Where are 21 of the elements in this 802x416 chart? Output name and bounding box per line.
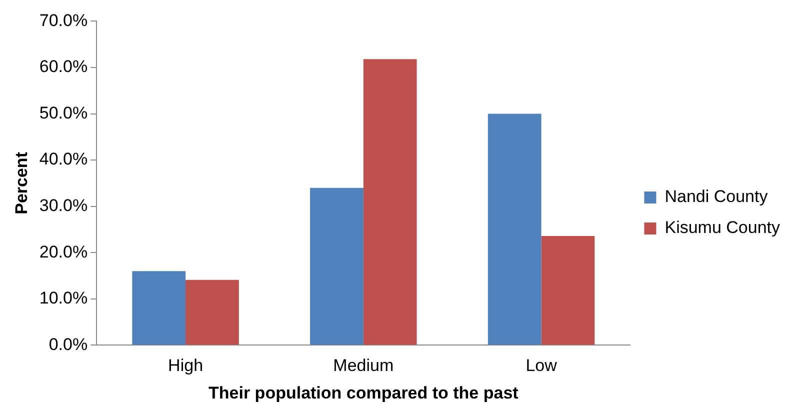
y-tick-label: 70.0% — [39, 10, 88, 30]
x-tick-label: Low — [526, 356, 558, 376]
bar — [488, 114, 542, 345]
bar — [186, 280, 239, 345]
bar — [310, 188, 364, 345]
bar — [363, 59, 417, 345]
y-tick-label: 10.0% — [39, 288, 88, 308]
y-tick-label: 40.0% — [39, 150, 88, 169]
y-tick-label: 30.0% — [39, 196, 88, 216]
y-tick-label: 50.0% — [39, 103, 88, 122]
y-tick-label: 0.0% — [48, 334, 88, 354]
legend-label: Kisumu County — [664, 218, 780, 238]
y-tick-label: 20.0% — [39, 242, 88, 262]
bar — [541, 236, 595, 345]
y-tick-label: 60.0% — [39, 57, 88, 76]
legend-label: Nandi County — [664, 187, 768, 206]
y-axis-title: Percent — [12, 152, 31, 214]
x-tick-label: High — [168, 356, 204, 376]
bar — [132, 271, 186, 345]
x-axis-title: Their population compared to the past — [208, 383, 519, 402]
x-tick-label: Medium — [333, 356, 394, 376]
